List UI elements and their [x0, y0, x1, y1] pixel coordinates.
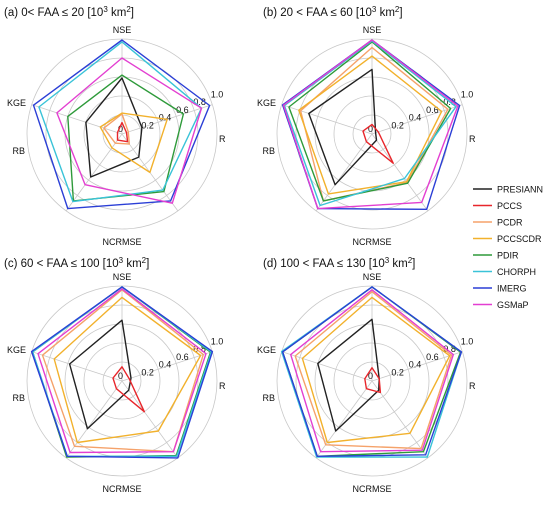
series-polygon-chorph	[38, 41, 203, 203]
axis-spoke	[371, 380, 429, 459]
radial-tick-label: 0	[368, 371, 373, 381]
series-polygon-pccs	[362, 123, 394, 164]
legend-label-chorph: CHORPH	[497, 267, 536, 277]
legend-label-pdir: PDIR	[497, 251, 519, 261]
series-polygon-presiann	[317, 318, 380, 432]
radial-tick-label: 0.8	[193, 97, 206, 107]
axis-label-rb: RB	[12, 146, 25, 156]
series-polygon-pdir	[288, 41, 452, 202]
axis-label-rb: RB	[262, 146, 275, 156]
axis-label-kge: KGE	[257, 98, 276, 108]
axis-label-ncrmse: NCRMSE	[352, 484, 391, 494]
legend-label-imerg: IMERG	[497, 284, 527, 294]
radial-tick-label: 0.4	[409, 113, 422, 123]
series-polygon-gsmap	[56, 57, 203, 204]
radar-panel-2: (c) 60 < FAA ≤ 100 [103 km2]0 0.20.40.60.…	[4, 256, 226, 494]
panel-title: (d) 100 < FAA ≤ 130 [103 km2]	[263, 256, 415, 270]
axis-label-r: R	[219, 381, 226, 391]
series-polygon-pcdr	[294, 291, 453, 450]
axis-spoke	[315, 133, 373, 212]
series-polygon-pccs	[116, 121, 129, 143]
axis-spoke	[281, 104, 373, 135]
axis-spoke	[281, 351, 373, 382]
radial-tick-label: 1.0	[461, 89, 474, 99]
series-polygon-chorph	[283, 40, 457, 207]
radar-panel-0: (a) 0< FAA ≤ 20 [103 km2] 0 0.2 0.4 0.6 0.8 1.…	[4, 5, 226, 247]
series-polygon-pccs	[364, 367, 382, 394]
radial-tick-label: 1.0	[211, 89, 224, 99]
series-polygon-pccs	[112, 366, 146, 413]
series-polygon-pccscdr	[99, 112, 168, 174]
axis-label-r: R	[469, 381, 476, 391]
series-polygon-presiann	[68, 319, 132, 430]
axis-spoke	[31, 104, 123, 135]
legend-label-presiann: PRESIANN	[497, 185, 543, 195]
panel-title: (a) 0< FAA ≤ 20 [103 km2]	[4, 5, 134, 19]
legend-label-gsmap: GSMaP	[497, 300, 529, 310]
radial-tick-label: 1.0	[211, 336, 224, 346]
axis-spoke	[65, 380, 123, 459]
radial-tick-label: 0	[118, 371, 123, 381]
axis-label-r: R	[219, 134, 226, 144]
axis-label-ncrmse: NCRMSE	[102, 484, 141, 494]
panel-title: (b) 20 < FAA ≤ 60 [103 km2]	[263, 5, 403, 19]
radial-tick-label: 0.6	[176, 105, 189, 115]
legend-label-pcdr: PCDR	[497, 218, 523, 228]
radial-tick-label: 0.6	[426, 352, 439, 362]
radial-tick-label: 0.6	[176, 352, 189, 362]
axis-label-kge: KGE	[7, 98, 26, 108]
axis-label-rb: RB	[12, 393, 25, 403]
series-polygon-imerg	[30, 286, 214, 459]
legend-label-pccscdr: PCCSCDR	[497, 234, 542, 244]
axis-label-nse: NSE	[363, 25, 382, 35]
series-polygon-gsmap	[290, 289, 454, 453]
series-polygon-presiann	[308, 68, 378, 186]
radial-tick-label: 0.4	[159, 360, 172, 370]
axis-label-kge: KGE	[257, 345, 276, 355]
series-polygon-pccscdr	[298, 55, 443, 195]
radial-tick-label: 0.4	[159, 113, 172, 123]
series-polygon-pcdr	[41, 289, 205, 453]
radial-tick-label: 0.2	[141, 120, 154, 130]
radial-tick-label: 0.6	[426, 105, 439, 115]
axis-label-ncrmse: NCRMSE	[352, 237, 391, 247]
axis-label-rb: RB	[262, 393, 275, 403]
legend: PRESIANN PCCS PCDR PCCSCDR PDIR CHORPH IMERG GS…	[473, 185, 543, 310]
series-polygon-pccscdr	[53, 296, 202, 444]
axis-label-nse: NSE	[113, 272, 132, 282]
radial-tick-label: 0	[118, 124, 123, 134]
radial-tick-label: 0.8	[443, 344, 456, 354]
radial-tick-label: 0	[368, 124, 373, 134]
axis-spoke	[121, 351, 213, 382]
axis-label-ncrmse: NCRMSE	[102, 237, 141, 247]
series-polygon-presiann	[85, 77, 143, 178]
radial-tick-label: 1.0	[461, 336, 474, 346]
series-polygon-gsmap	[282, 39, 459, 210]
radar-panel-1: (b) 20 < FAA ≤ 60 [103 km2]0 0.20.40.60.8…	[257, 5, 476, 247]
series-polygon-pcdr	[103, 113, 131, 145]
series-polygon-pccscdr	[301, 296, 451, 444]
legend-label-pccs: PCCS	[497, 201, 522, 211]
radial-tick-label: 0.2	[141, 367, 154, 377]
radial-tick-label: 0.2	[391, 367, 404, 377]
series-polygon-imerg	[32, 39, 211, 210]
radial-tick-label: 0.2	[391, 120, 404, 130]
axis-label-nse: NSE	[363, 272, 382, 282]
radial-tick-label: 0.4	[409, 360, 422, 370]
series-polygon-imerg	[281, 286, 463, 457]
axis-label-nse: NSE	[113, 25, 132, 35]
axis-spoke	[65, 133, 123, 212]
axis-spoke	[31, 351, 123, 382]
series-polygon-gsmap	[37, 288, 207, 454]
axis-label-r: R	[469, 134, 476, 144]
radar-panel-3: (d) 100 < FAA ≤ 130 [103 km2] 0 0.2 0.4 0.6 0…	[257, 256, 476, 494]
panel-title: (c) 60 < FAA ≤ 100 [103 km2]	[4, 256, 149, 270]
axis-spoke	[121, 380, 179, 459]
axis-spoke	[371, 351, 463, 382]
axis-spoke	[371, 133, 429, 212]
axis-label-kge: KGE	[7, 345, 26, 355]
